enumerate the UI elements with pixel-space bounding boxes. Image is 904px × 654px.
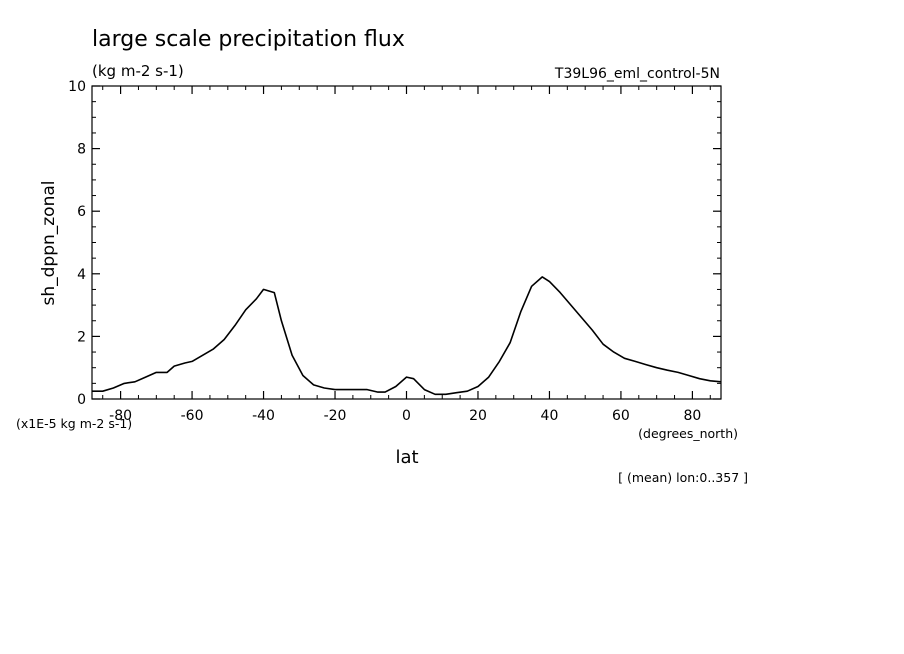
x-tick-label: -40 bbox=[252, 408, 275, 424]
plot-frame bbox=[91, 85, 722, 400]
x-tick-label: -20 bbox=[324, 408, 347, 424]
x-tick-label: -80 bbox=[109, 408, 132, 424]
footnote: [ (mean) lon:0..357 ] bbox=[618, 470, 748, 485]
x-tick-label: 0 bbox=[402, 408, 411, 424]
y-axis-label: sh_dppn_zonal bbox=[39, 180, 59, 305]
y-tick-label: 2 bbox=[77, 329, 86, 345]
x-tick-label: 60 bbox=[612, 408, 630, 424]
x-tick-label: -60 bbox=[181, 408, 204, 424]
chart-units: (kg m-2 s-1) bbox=[92, 62, 184, 80]
x-tick-label: 40 bbox=[541, 408, 559, 424]
y-axis-ticks: 0 2 4 6 8 10 bbox=[68, 79, 721, 408]
x-axis-label: lat bbox=[395, 447, 418, 468]
x-tick-label: 20 bbox=[469, 408, 487, 424]
y-scale-note: (x1E-5 kg m-2 s-1) bbox=[16, 416, 132, 431]
x-axis-ticks: -80 -60 -40 -20 0 20 40 60 80 bbox=[109, 86, 701, 424]
y-tick-label: 10 bbox=[68, 79, 86, 95]
y-tick-label: 6 bbox=[77, 204, 86, 220]
x-tick-label: 80 bbox=[683, 408, 701, 424]
x-axis-units: (degrees_north) bbox=[638, 426, 738, 441]
y-tick-label: 8 bbox=[77, 142, 86, 158]
chart-title: large scale precipitation flux bbox=[92, 27, 405, 52]
y-tick-label: 0 bbox=[77, 392, 86, 408]
dataset-label: T39L96_eml_control-5N bbox=[554, 66, 720, 82]
minor-ticks bbox=[92, 86, 721, 399]
y-tick-label: 4 bbox=[77, 267, 86, 283]
series-line bbox=[92, 276, 722, 396]
